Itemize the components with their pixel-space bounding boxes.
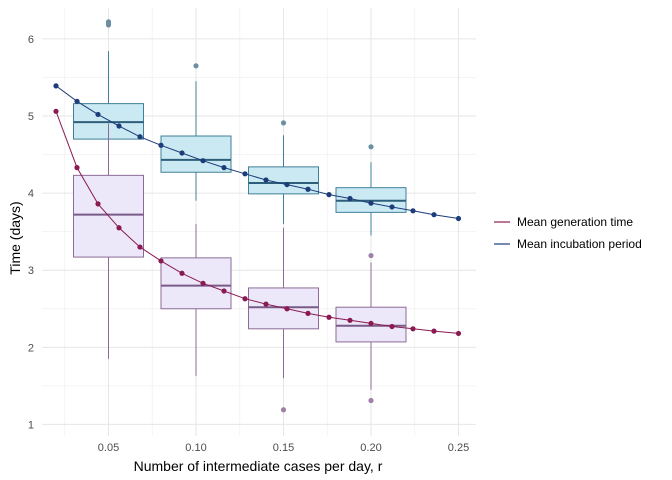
series-point [431, 212, 437, 218]
series-point [263, 177, 269, 183]
y-tick-label: 5 [28, 111, 34, 123]
series-line-group [53, 83, 462, 222]
series-point [368, 320, 374, 327]
series-point [95, 201, 101, 207]
boxplot [160, 223, 232, 376]
series-point [305, 310, 311, 316]
y-tick-label: 4 [28, 188, 34, 200]
series-point [179, 150, 185, 156]
x-tick-label: 0.10 [185, 442, 206, 454]
series-point [455, 215, 462, 222]
series-point [242, 171, 248, 177]
series-point [116, 225, 122, 231]
y-axis-title: Time (days) [7, 201, 23, 274]
series-point [116, 123, 122, 129]
y-tick-label: 3 [28, 265, 34, 277]
series-point [347, 317, 353, 323]
series-point [389, 204, 395, 210]
x-axis-title: Number of intermediate cases per day, r [134, 458, 383, 474]
series-point [455, 330, 462, 337]
series-point [305, 186, 311, 192]
series-point [284, 306, 290, 312]
boxplot-outlier [368, 252, 374, 259]
series-point [389, 323, 395, 330]
y-tick-label: 1 [28, 419, 34, 431]
series-line-group [53, 108, 462, 337]
series-point [431, 328, 437, 334]
series-point [263, 301, 269, 307]
legend: Mean generation time Mean incubation peri… [494, 215, 642, 251]
series-line [55, 111, 459, 334]
series-point [410, 326, 416, 332]
series-point [368, 200, 374, 206]
series-point [200, 280, 206, 286]
boxplot-outlier [368, 144, 374, 150]
legend-label: Mean generation time [517, 215, 633, 229]
legend-label: Mean incubation period [517, 237, 642, 251]
series-point [158, 258, 164, 264]
boxplot-outlier [280, 120, 287, 126]
series-point [179, 270, 185, 276]
x-tick-label: 0.25 [448, 442, 469, 454]
boxplot-outlier [280, 407, 287, 413]
series-point [200, 158, 206, 164]
series-line [55, 85, 459, 219]
legend-item: Mean generation time [494, 215, 633, 229]
x-tick-label: 0.20 [360, 442, 381, 454]
x-tick-label: 0.05 [98, 442, 119, 454]
series-point [326, 192, 332, 198]
y-tick-label: 6 [28, 34, 34, 46]
boxplot-box [160, 257, 232, 310]
boxplot [248, 120, 319, 224]
y-tick-label: 2 [28, 342, 34, 354]
series-point [158, 142, 164, 148]
series-point [137, 244, 143, 250]
boxplot-outlier [105, 19, 112, 25]
series-point [74, 98, 80, 104]
series-point [410, 208, 416, 214]
series-point [53, 108, 59, 114]
boxplot [335, 252, 407, 404]
series-point [221, 165, 227, 171]
axes: 1 2 3 4 5 6 0.05 0.10 0.15 0.20 0.25 [28, 34, 469, 454]
series-point [74, 165, 80, 171]
series-point [242, 296, 248, 302]
boxplot-outlier [368, 397, 374, 404]
boxplot-outlier [193, 63, 199, 69]
series-point [53, 83, 59, 89]
series-point [326, 314, 332, 320]
series-point [221, 288, 227, 294]
series-point [137, 134, 143, 140]
series-point [284, 181, 290, 188]
boxplot [160, 63, 232, 201]
line-series [53, 83, 462, 337]
legend-item: Mean incubation period [494, 237, 642, 251]
series-point [347, 195, 353, 202]
series-point [95, 111, 101, 118]
x-tick-label: 0.15 [273, 442, 294, 454]
